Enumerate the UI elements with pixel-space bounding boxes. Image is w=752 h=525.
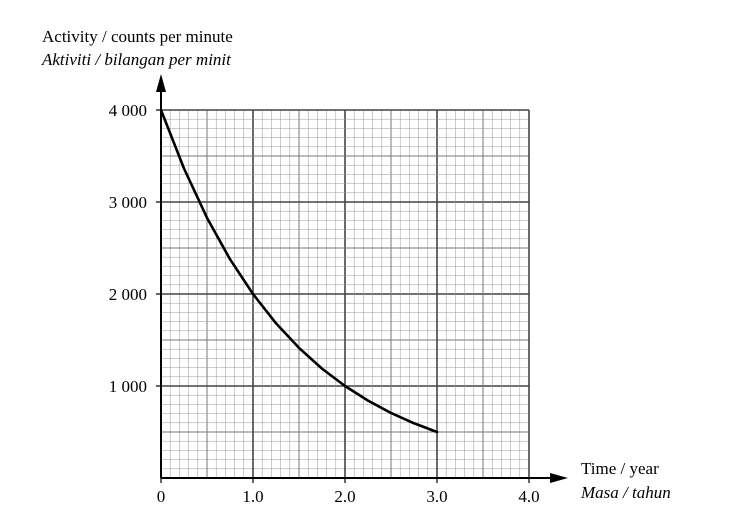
x-tick-label: 3.0 [426, 487, 447, 506]
x-tick-label: 1.0 [242, 487, 263, 506]
ticks: 0 1.0 2.0 3.0 4.0 1 000 2 000 3 000 4 000 [109, 101, 540, 506]
x-tick-label: 4.0 [518, 487, 539, 506]
y-tick-label: 3 000 [109, 193, 147, 212]
y-axis-label: Activity / counts per minute [42, 27, 233, 46]
x-tick-label: 2.0 [334, 487, 355, 506]
y-tick-label: 4 000 [109, 101, 147, 120]
x-tick-label: 0 [157, 487, 166, 506]
y-tick-label: 2 000 [109, 285, 147, 304]
x-axis-label: Time / year [581, 459, 659, 478]
y-axis-arrow [156, 74, 166, 92]
x-axis-label-alt: Masa / tahun [580, 483, 671, 502]
grid [160, 109, 530, 479]
axes [156, 74, 568, 483]
y-tick-label: 1 000 [109, 377, 147, 396]
x-axis-arrow [550, 473, 568, 483]
y-axis-label-alt: Aktiviti / bilangan per minit [41, 50, 232, 69]
data-series-line [159, 108, 439, 434]
